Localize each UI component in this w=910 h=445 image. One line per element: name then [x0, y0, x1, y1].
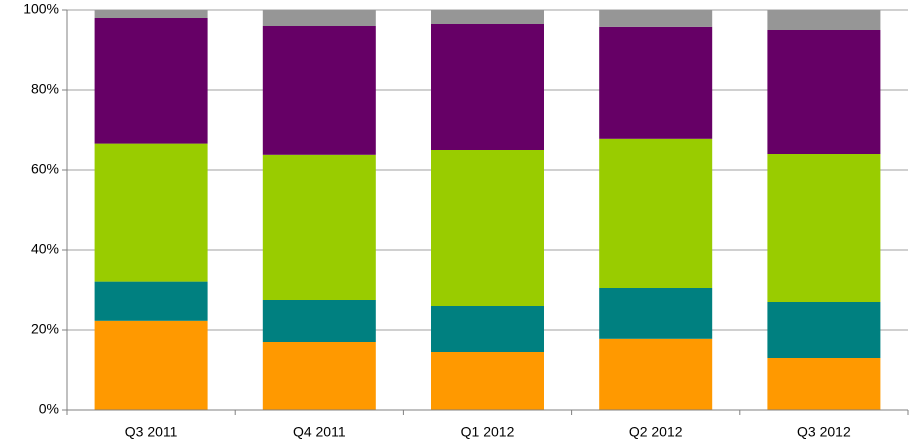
bar-segment [262, 10, 376, 26]
bar-segment [431, 352, 544, 410]
y-tick-label: 0% [39, 401, 59, 417]
y-tick-label: 40% [31, 241, 59, 257]
bar-segment [599, 338, 713, 410]
bar-segment [94, 281, 208, 321]
y-tick-label: 20% [31, 321, 59, 337]
bar-segment [94, 143, 208, 282]
x-tick-label: Q2 2012 [629, 424, 683, 440]
bar-segment [262, 300, 376, 342]
bar-segment [431, 10, 544, 24]
bar-segment [767, 10, 881, 30]
bar-segment [262, 26, 376, 155]
x-tick-label: Q3 2011 [125, 424, 178, 440]
bar-segment [431, 24, 544, 150]
bar-segment [767, 358, 881, 410]
x-tick-label: Q1 2012 [461, 424, 515, 440]
bar-segment [94, 320, 208, 410]
bar-segment [599, 26, 713, 139]
bar-segment [767, 302, 881, 358]
bar-segment [94, 10, 208, 18]
bar-segment [262, 342, 376, 410]
y-tick-label: 80% [31, 81, 59, 97]
x-tick-label: Q3 2012 [797, 424, 851, 440]
bar-segment [94, 18, 208, 144]
bar-segment [599, 10, 713, 27]
y-tick-label: 60% [31, 161, 59, 177]
bar-segment [262, 154, 376, 300]
y-tick-label: 100% [23, 1, 59, 17]
bar-segment [767, 30, 881, 154]
bar-segment [599, 138, 713, 288]
bar-segment [599, 288, 713, 339]
bar-segment [431, 306, 544, 352]
x-tick-label: Q4 2011 [293, 424, 346, 440]
bar-segment [767, 154, 881, 302]
bar-segment [431, 150, 544, 306]
